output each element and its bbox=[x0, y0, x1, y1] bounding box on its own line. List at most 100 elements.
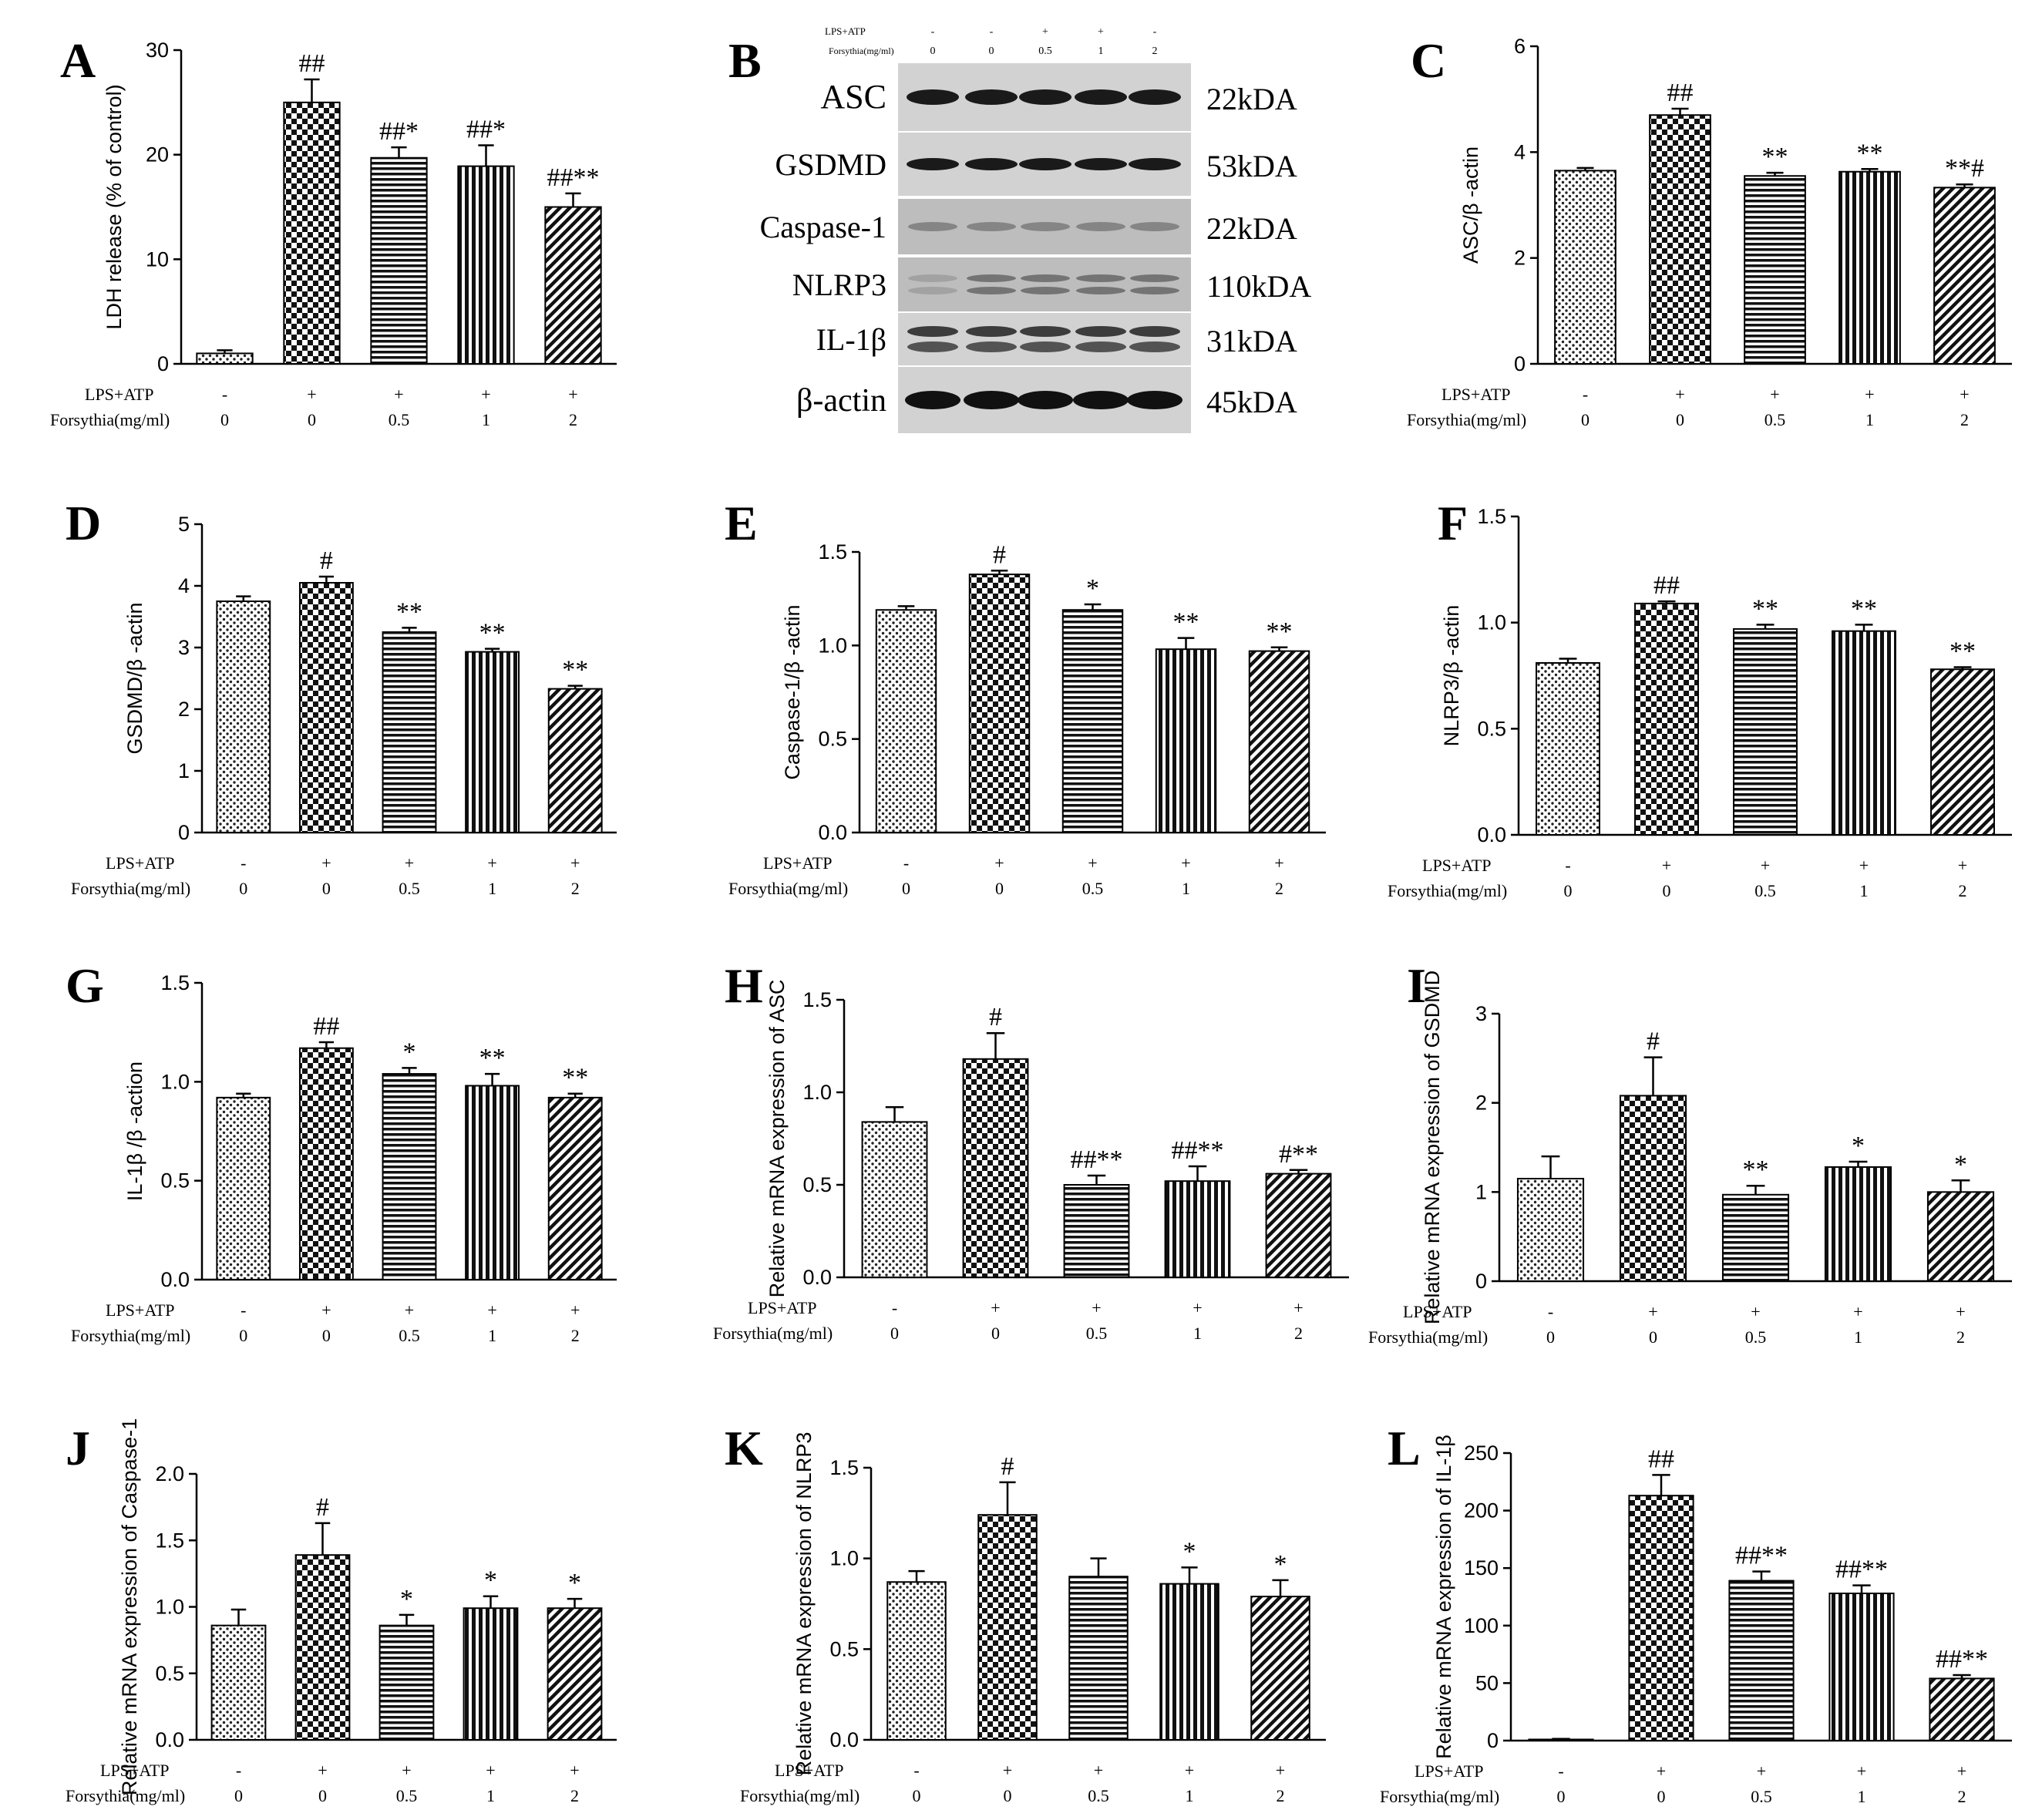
y-tick-label: 50 bbox=[1475, 1671, 1499, 1694]
significance-label: ##* bbox=[466, 115, 506, 143]
chart-panel-k: K 0.0 0.5 1.0 1.5 Relative mRNA expression of… bbox=[725, 1421, 1326, 1805]
dose-value: 2 bbox=[1960, 410, 1969, 429]
forsythia-label: Forsythia(mg/ml) bbox=[728, 879, 848, 898]
y-tick-label: 0.0 bbox=[155, 1728, 184, 1751]
blot-size-label: 45kDA bbox=[1206, 385, 1297, 419]
lps-atp-value: + bbox=[1092, 1298, 1101, 1317]
y-tick-label: 2 bbox=[178, 698, 190, 721]
forsythia-label: Forsythia(mg/ml) bbox=[50, 410, 170, 429]
y-tick-label: 0 bbox=[157, 352, 169, 375]
y-tick-label: 30 bbox=[146, 39, 169, 62]
dose-value: 0 bbox=[1557, 1787, 1566, 1806]
lps-atp-label: LPS+ATP bbox=[775, 1761, 843, 1780]
bar bbox=[962, 1058, 1029, 1279]
bar bbox=[1824, 1166, 1892, 1282]
y-axis-title: Relative mRNA expression of IL-1β bbox=[1432, 1435, 1455, 1759]
bar bbox=[1265, 1172, 1332, 1278]
y-tick-label: 1.5 bbox=[829, 1456, 859, 1479]
significance-label: ** bbox=[479, 619, 506, 648]
blot-protein-label: GSDMD bbox=[775, 147, 886, 182]
lps-atp-value: + bbox=[1757, 1761, 1766, 1781]
y-tick-label: 0 bbox=[1475, 1270, 1487, 1293]
dose-value: 0 bbox=[1564, 881, 1573, 900]
significance-label: ** bbox=[1857, 139, 1883, 167]
lps-atp-label: LPS+ATP bbox=[825, 25, 866, 37]
y-tick-label: 0.0 bbox=[802, 1266, 832, 1289]
lps-atp-value: - bbox=[1153, 26, 1157, 38]
dose-value: 0.5 bbox=[1038, 45, 1052, 57]
panel-letter: L bbox=[1388, 1421, 1421, 1475]
dose-value: 2 bbox=[1275, 879, 1283, 898]
lps-atp-value: + bbox=[1662, 856, 1671, 875]
y-tick-label: 0 bbox=[178, 821, 190, 844]
blot-band bbox=[1129, 341, 1180, 352]
lps-atp-value: + bbox=[307, 385, 316, 404]
bar bbox=[370, 156, 428, 365]
significance-label: ## bbox=[313, 1012, 339, 1041]
blot-row-4: NLRP3 110kDA bbox=[792, 257, 1311, 311]
blot-size-label: 53kDA bbox=[1206, 149, 1297, 183]
y-tick-label: 0.5 bbox=[1477, 717, 1506, 740]
dose-value: 0.5 bbox=[1745, 1327, 1767, 1347]
significance-label: # bbox=[989, 1003, 1002, 1031]
significance-label: # bbox=[1001, 1452, 1014, 1481]
blot-band bbox=[907, 158, 959, 170]
bar bbox=[1159, 1583, 1219, 1741]
lps-atp-value: + bbox=[1751, 1302, 1760, 1321]
significance-label: ## bbox=[1653, 571, 1680, 600]
significance-label: ** bbox=[1743, 1156, 1769, 1184]
bar bbox=[886, 1581, 947, 1741]
blot-protein-label: Caspase-1 bbox=[760, 210, 886, 244]
blot-band bbox=[908, 287, 957, 294]
dose-value: 1 bbox=[482, 410, 490, 429]
y-axis-title: ASC/β -actin bbox=[1459, 146, 1482, 264]
bar bbox=[547, 688, 603, 833]
lps-atp-value: - bbox=[241, 1300, 246, 1320]
blot-band bbox=[1075, 326, 1126, 337]
dose-value: 0.5 bbox=[396, 1786, 418, 1805]
blot-protein-label: NLRP3 bbox=[792, 267, 886, 302]
y-tick-label: 1.5 bbox=[1477, 505, 1506, 528]
bar bbox=[298, 1047, 354, 1280]
significance-label: * bbox=[403, 1038, 416, 1066]
dose-value: 0 bbox=[234, 1786, 243, 1805]
lps-atp-label: LPS+ATP bbox=[748, 1298, 816, 1317]
lps-atp-value: + bbox=[1088, 853, 1097, 873]
lps-atp-value: + bbox=[486, 1761, 495, 1780]
lps-atp-value: + bbox=[1859, 856, 1869, 875]
y-tick-label: 200 bbox=[1464, 1499, 1499, 1522]
lps-atp-value: + bbox=[1865, 385, 1874, 404]
lps-atp-label: LPS+ATP bbox=[85, 385, 153, 404]
panel-letter: F bbox=[1438, 496, 1468, 550]
y-tick-label: 2 bbox=[1514, 247, 1526, 270]
bar bbox=[382, 1073, 437, 1280]
blot-band bbox=[1130, 274, 1179, 282]
bar bbox=[1536, 661, 1600, 836]
dose-value: 2 bbox=[569, 410, 577, 429]
blot-band bbox=[907, 326, 958, 337]
y-tick-label: 1.0 bbox=[1477, 611, 1506, 634]
significance-label: * bbox=[1086, 574, 1099, 603]
dose-value: 0.5 bbox=[399, 1326, 420, 1345]
lps-atp-value: - bbox=[1565, 856, 1570, 875]
forsythia-label: Forsythia(mg/ml) bbox=[740, 1786, 860, 1805]
panel-letter: J bbox=[66, 1421, 90, 1475]
significance-label: ## bbox=[299, 49, 325, 78]
y-tick-label: 2.0 bbox=[155, 1462, 184, 1485]
panel-letter: E bbox=[725, 496, 758, 550]
y-axis-title: Relative mRNA expression of GSDMD bbox=[1421, 971, 1444, 1324]
lps-atp-label: LPS+ATP bbox=[106, 1300, 174, 1320]
y-tick-label: 1.0 bbox=[802, 1081, 832, 1104]
dose-value: 0 bbox=[991, 1324, 1000, 1343]
y-tick-label: 3 bbox=[178, 636, 190, 659]
lps-atp-value: + bbox=[318, 1761, 327, 1780]
lps-atp-value: + bbox=[1657, 1761, 1666, 1781]
lps-atp-value: + bbox=[1761, 856, 1770, 875]
dose-value: 2 bbox=[571, 1326, 580, 1345]
blot-protein-label: IL-1β bbox=[816, 322, 886, 357]
dose-value: 1 bbox=[1186, 1786, 1194, 1805]
bar bbox=[875, 609, 937, 834]
lps-atp-value: - bbox=[241, 853, 246, 873]
